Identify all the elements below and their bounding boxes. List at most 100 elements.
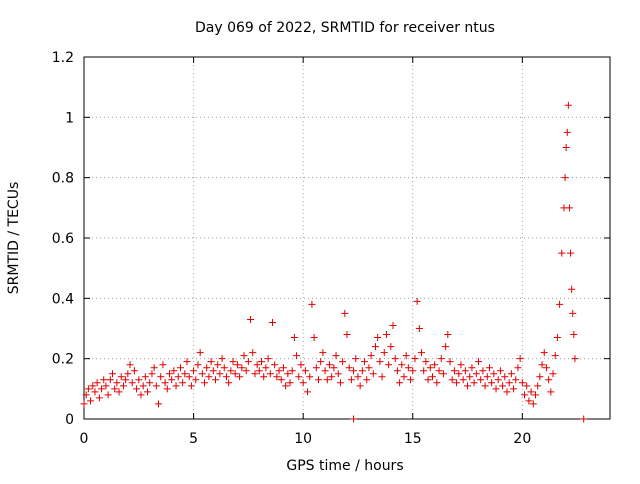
x-tick-label: 5: [189, 431, 198, 447]
data-point: [428, 373, 436, 381]
data-point: [222, 373, 230, 381]
data-point: [518, 379, 526, 387]
data-point: [540, 349, 548, 357]
data-point: [536, 373, 544, 381]
data-point: [448, 376, 456, 384]
data-point: [553, 334, 561, 342]
data-point: [165, 370, 173, 378]
data-point: [196, 349, 204, 357]
data-point: [387, 343, 395, 351]
data-point: [108, 370, 116, 378]
y-tick-label: 1.2: [52, 50, 74, 66]
data-point: [310, 334, 318, 342]
data-point: [485, 364, 493, 372]
data-point: [549, 370, 557, 378]
data-point: [472, 370, 480, 378]
data-point: [516, 355, 524, 363]
data-point: [457, 361, 465, 369]
data-point: [161, 379, 169, 387]
x-axis-label: GPS time / hours: [286, 458, 403, 474]
data-point: [247, 315, 255, 323]
data-point: [251, 370, 259, 378]
data-point: [95, 394, 103, 402]
data-point: [563, 128, 571, 136]
data-point: [391, 355, 399, 363]
data-point: [216, 370, 224, 378]
data-point: [133, 385, 141, 393]
data-point: [503, 388, 511, 396]
data-point: [336, 379, 344, 387]
data-point: [240, 352, 248, 360]
data-point: [187, 382, 195, 390]
data-point: [525, 397, 533, 405]
data-point: [580, 415, 588, 423]
data-point: [102, 382, 110, 390]
data-point: [510, 385, 518, 393]
data-point: [82, 391, 90, 399]
data-point: [361, 358, 369, 366]
data-point: [507, 370, 515, 378]
data-point: [561, 174, 569, 182]
data-point: [547, 388, 555, 396]
x-tick-label: 20: [513, 431, 531, 447]
data-point: [275, 367, 283, 375]
data-point: [538, 361, 546, 369]
data-point: [437, 355, 445, 363]
data-point: [369, 370, 377, 378]
data-point: [551, 352, 559, 360]
data-point: [93, 379, 101, 387]
data-point: [529, 400, 537, 408]
y-tick-label: 0.4: [52, 291, 74, 307]
data-point: [358, 367, 366, 375]
data-point: [233, 361, 241, 369]
data-point: [89, 382, 97, 390]
data-point: [279, 364, 287, 372]
data-point: [273, 373, 281, 381]
data-point: [323, 376, 331, 384]
data-point: [389, 321, 397, 329]
data-point: [354, 373, 362, 381]
data-point: [420, 367, 428, 375]
data-point: [288, 367, 296, 375]
data-point: [111, 385, 119, 393]
data-point: [260, 373, 268, 381]
data-point: [374, 334, 382, 342]
data-point: [159, 361, 167, 369]
data-point: [545, 376, 553, 384]
data-point: [124, 370, 132, 378]
ticks: 0 5 10 15 20 0 0.2 0.4 0.6 0.8 1 1.2: [52, 50, 610, 447]
data-point: [568, 285, 576, 293]
data-point: [229, 358, 237, 366]
data-point: [117, 373, 125, 381]
data-point: [290, 334, 298, 342]
data-point: [459, 376, 467, 384]
data-point: [393, 367, 401, 375]
data-point: [496, 367, 504, 375]
data-point: [126, 361, 134, 369]
data-point: [244, 358, 252, 366]
data-point: [453, 379, 461, 387]
data-point: [268, 318, 276, 326]
data-point: [365, 364, 373, 372]
data-point: [207, 358, 215, 366]
data-point: [113, 379, 121, 387]
data-point: [155, 400, 163, 408]
data-point: [562, 144, 570, 151]
data-point: [534, 382, 542, 390]
data-point: [567, 249, 575, 257]
data-point: [319, 349, 327, 357]
data-point: [347, 376, 355, 384]
data-point: [84, 385, 92, 393]
data-point: [139, 382, 147, 390]
data-point: [286, 379, 294, 387]
data-point: [461, 367, 469, 375]
x-tick-label: 15: [404, 431, 422, 447]
data-point: [176, 364, 184, 372]
data-point: [356, 382, 364, 390]
y-tick-label: 0.6: [52, 231, 74, 247]
data-point: [455, 370, 463, 378]
data-point: [424, 376, 432, 384]
data-point: [255, 367, 263, 375]
